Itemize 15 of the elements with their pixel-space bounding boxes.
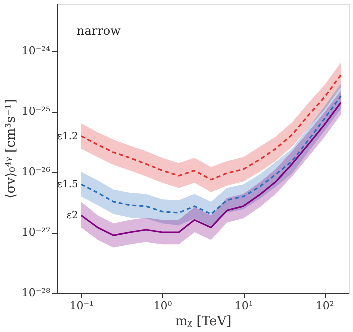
x-tick-label: 10¹ (234, 300, 254, 312)
y-tick-label: 10⁻²⁴ (22, 44, 52, 58)
y-tick-label: 10⁻²⁶ (22, 166, 52, 179)
y-tick-label: 10⁻²⁸ (22, 286, 52, 300)
series-label: ε2 (66, 210, 78, 222)
x-tick-label: 10² (316, 300, 334, 312)
y-tick-label: 10⁻²⁷ (22, 226, 52, 240)
line-series (80, 74, 342, 181)
annotation: narrow (77, 24, 122, 38)
x-tick-label: 10⁻¹ (70, 300, 94, 312)
y-tick-label: 10⁻²⁵ (22, 105, 50, 118)
y-axis-title: ⟨σv⟩₀⁴ᵞ [cm³s⁻¹] (4, 99, 19, 199)
line-series (80, 95, 342, 216)
x-tick-label: 10⁰ (154, 300, 173, 312)
x-axis-title: mᵪ [TeV] (175, 314, 232, 330)
